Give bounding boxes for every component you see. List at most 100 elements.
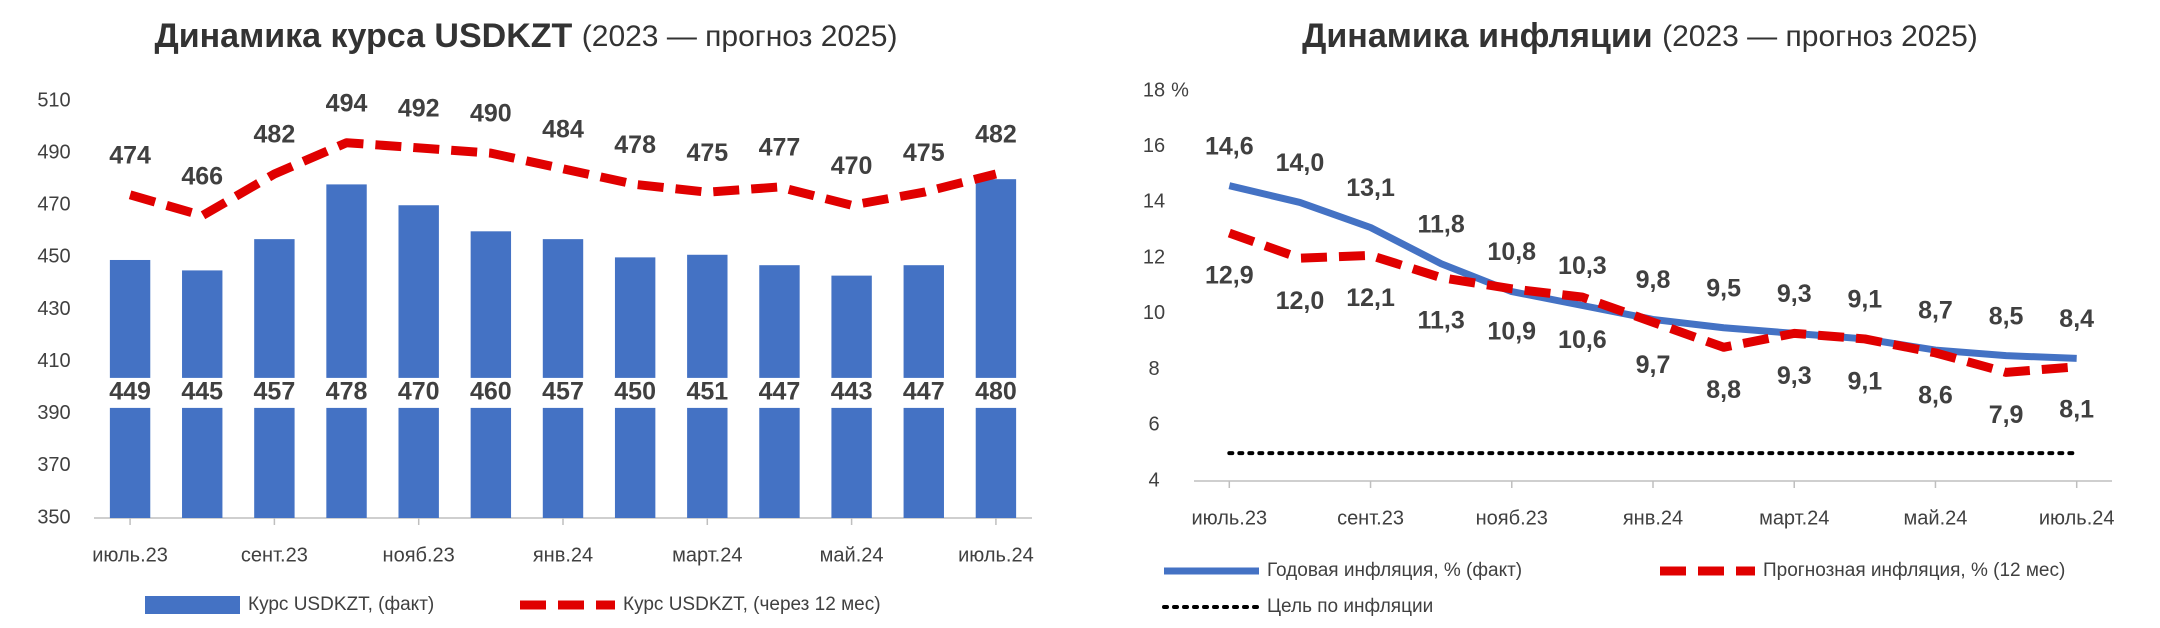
data-label: 490	[470, 100, 512, 128]
data-label: 470	[398, 378, 440, 406]
data-label: 451	[686, 378, 728, 406]
data-label: 7,9	[1989, 401, 2024, 429]
chart-title: Динамика инфляции	[1302, 17, 1652, 55]
y-tick-label: 12	[1143, 246, 1165, 268]
y-tick-label: 6	[1148, 414, 1159, 436]
data-label-bg	[246, 377, 303, 408]
chart-subtitle: (2023 — прогноз 2025)	[1662, 20, 1978, 53]
x-tick-label: сент.23	[241, 544, 308, 566]
data-label: 9,1	[1847, 368, 1882, 396]
data-label: 9,3	[1777, 280, 1812, 308]
y-tick-label: 10	[1143, 302, 1165, 324]
data-label: 12,1	[1346, 284, 1395, 312]
chart-title-group: Динамика курса USDKZT (2023 — прогноз 20…	[155, 17, 898, 55]
x-tick-label: май.24	[1904, 507, 1968, 529]
series-line	[128, 138, 998, 221]
data-label: 445	[181, 378, 223, 406]
data-label-bg	[174, 377, 231, 408]
data-label: 492	[398, 95, 440, 123]
data-label-bg	[318, 377, 375, 408]
bar	[398, 205, 439, 518]
y-tick-label: 350	[37, 506, 70, 528]
chart-title: Динамика курса USDKZT	[155, 17, 573, 55]
x-tick-label: нояб.23	[383, 544, 455, 566]
legend-label: Курс USDKZT, (факт)	[248, 594, 434, 615]
y-tick-label: 490	[37, 141, 70, 163]
data-label: 482	[254, 121, 296, 149]
data-label: 482	[975, 121, 1017, 149]
y-tick-label: 8	[1148, 358, 1159, 380]
y-tick-label: 16	[1143, 135, 1165, 157]
y-tick-label: 370	[37, 454, 70, 476]
data-label-bg	[751, 377, 808, 408]
data-label-bg	[535, 377, 591, 408]
x-tick-label: июль.23	[92, 544, 168, 566]
data-label: 466	[181, 162, 223, 190]
data-label: 447	[759, 378, 801, 406]
data-label: 447	[903, 378, 945, 406]
data-label: 478	[326, 378, 368, 406]
data-label: 470	[831, 152, 873, 180]
bar	[975, 179, 1017, 518]
data-label: 457	[542, 378, 584, 406]
data-label: 10,6	[1558, 326, 1607, 354]
bar	[470, 231, 512, 518]
data-label: 457	[254, 378, 296, 406]
data-label: 14,6	[1205, 132, 1254, 160]
x-tick-label: март.24	[1759, 507, 1829, 529]
data-label: 10,8	[1487, 238, 1536, 266]
data-label: 478	[614, 131, 656, 159]
data-label: 484	[542, 115, 584, 143]
data-label: 450	[614, 378, 656, 406]
y-tick-label: 430	[37, 298, 70, 320]
data-label: 13,1	[1346, 174, 1395, 202]
data-label-bg	[967, 377, 1024, 408]
data-label: 8,5	[1989, 302, 2024, 330]
data-label: 475	[686, 139, 728, 167]
x-tick-label: янв.24	[533, 544, 593, 566]
data-label: 11,3	[1418, 306, 1465, 334]
legend-label: Цель по инфляции	[1267, 596, 1433, 617]
bar	[326, 184, 367, 518]
data-label: 10,9	[1487, 317, 1536, 345]
data-label: 12,9	[1205, 262, 1254, 290]
legend-label: Годовая инфляция, % (факт)	[1267, 560, 1522, 581]
data-label-bg	[390, 377, 447, 408]
y-unit: %	[1171, 79, 1189, 101]
chart-subtitle: (2023 — прогноз 2025)	[582, 20, 898, 53]
y-tick-label: 450	[37, 246, 70, 268]
data-label: 9,8	[1636, 266, 1671, 294]
x-tick-label: сент.23	[1337, 507, 1404, 529]
x-tick-label: март.24	[672, 544, 742, 566]
data-label: 12,0	[1276, 287, 1325, 315]
data-label: 9,5	[1706, 274, 1741, 302]
data-label: 477	[759, 134, 801, 162]
series-line	[1227, 228, 2078, 377]
x-tick-label: июль.24	[958, 544, 1034, 566]
data-label: 449	[109, 378, 151, 406]
data-label: 443	[831, 378, 873, 406]
data-label-bg	[102, 377, 159, 408]
data-label-bg	[462, 377, 519, 408]
y-tick-label: 4	[1148, 469, 1159, 491]
data-label: 8,6	[1918, 381, 1953, 409]
x-tick-label: янв.24	[1623, 507, 1683, 529]
data-label: 10,3	[1558, 252, 1607, 280]
data-label: 480	[975, 378, 1017, 406]
data-label: 494	[326, 89, 368, 117]
y-tick-label: 14	[1143, 191, 1165, 213]
legend-label: Курс USDKZT, (через 12 мес)	[623, 594, 881, 615]
y-tick-label: 390	[37, 402, 70, 424]
legend-swatch	[145, 596, 240, 614]
x-tick-label: июль.23	[1191, 507, 1267, 529]
legend-label: Прогнозная инфляция, % (12 мес)	[1763, 560, 2065, 581]
data-label: 14,0	[1276, 149, 1325, 177]
y-tick-label: 18	[1143, 79, 1165, 101]
x-tick-label: июль.24	[2039, 507, 2115, 529]
data-label: 475	[903, 139, 945, 167]
y-tick-label: 470	[37, 194, 70, 216]
data-label: 9,3	[1777, 362, 1812, 390]
data-label-bg	[607, 377, 664, 408]
x-tick-label: нояб.23	[1476, 507, 1548, 529]
data-label-bg	[895, 377, 952, 408]
